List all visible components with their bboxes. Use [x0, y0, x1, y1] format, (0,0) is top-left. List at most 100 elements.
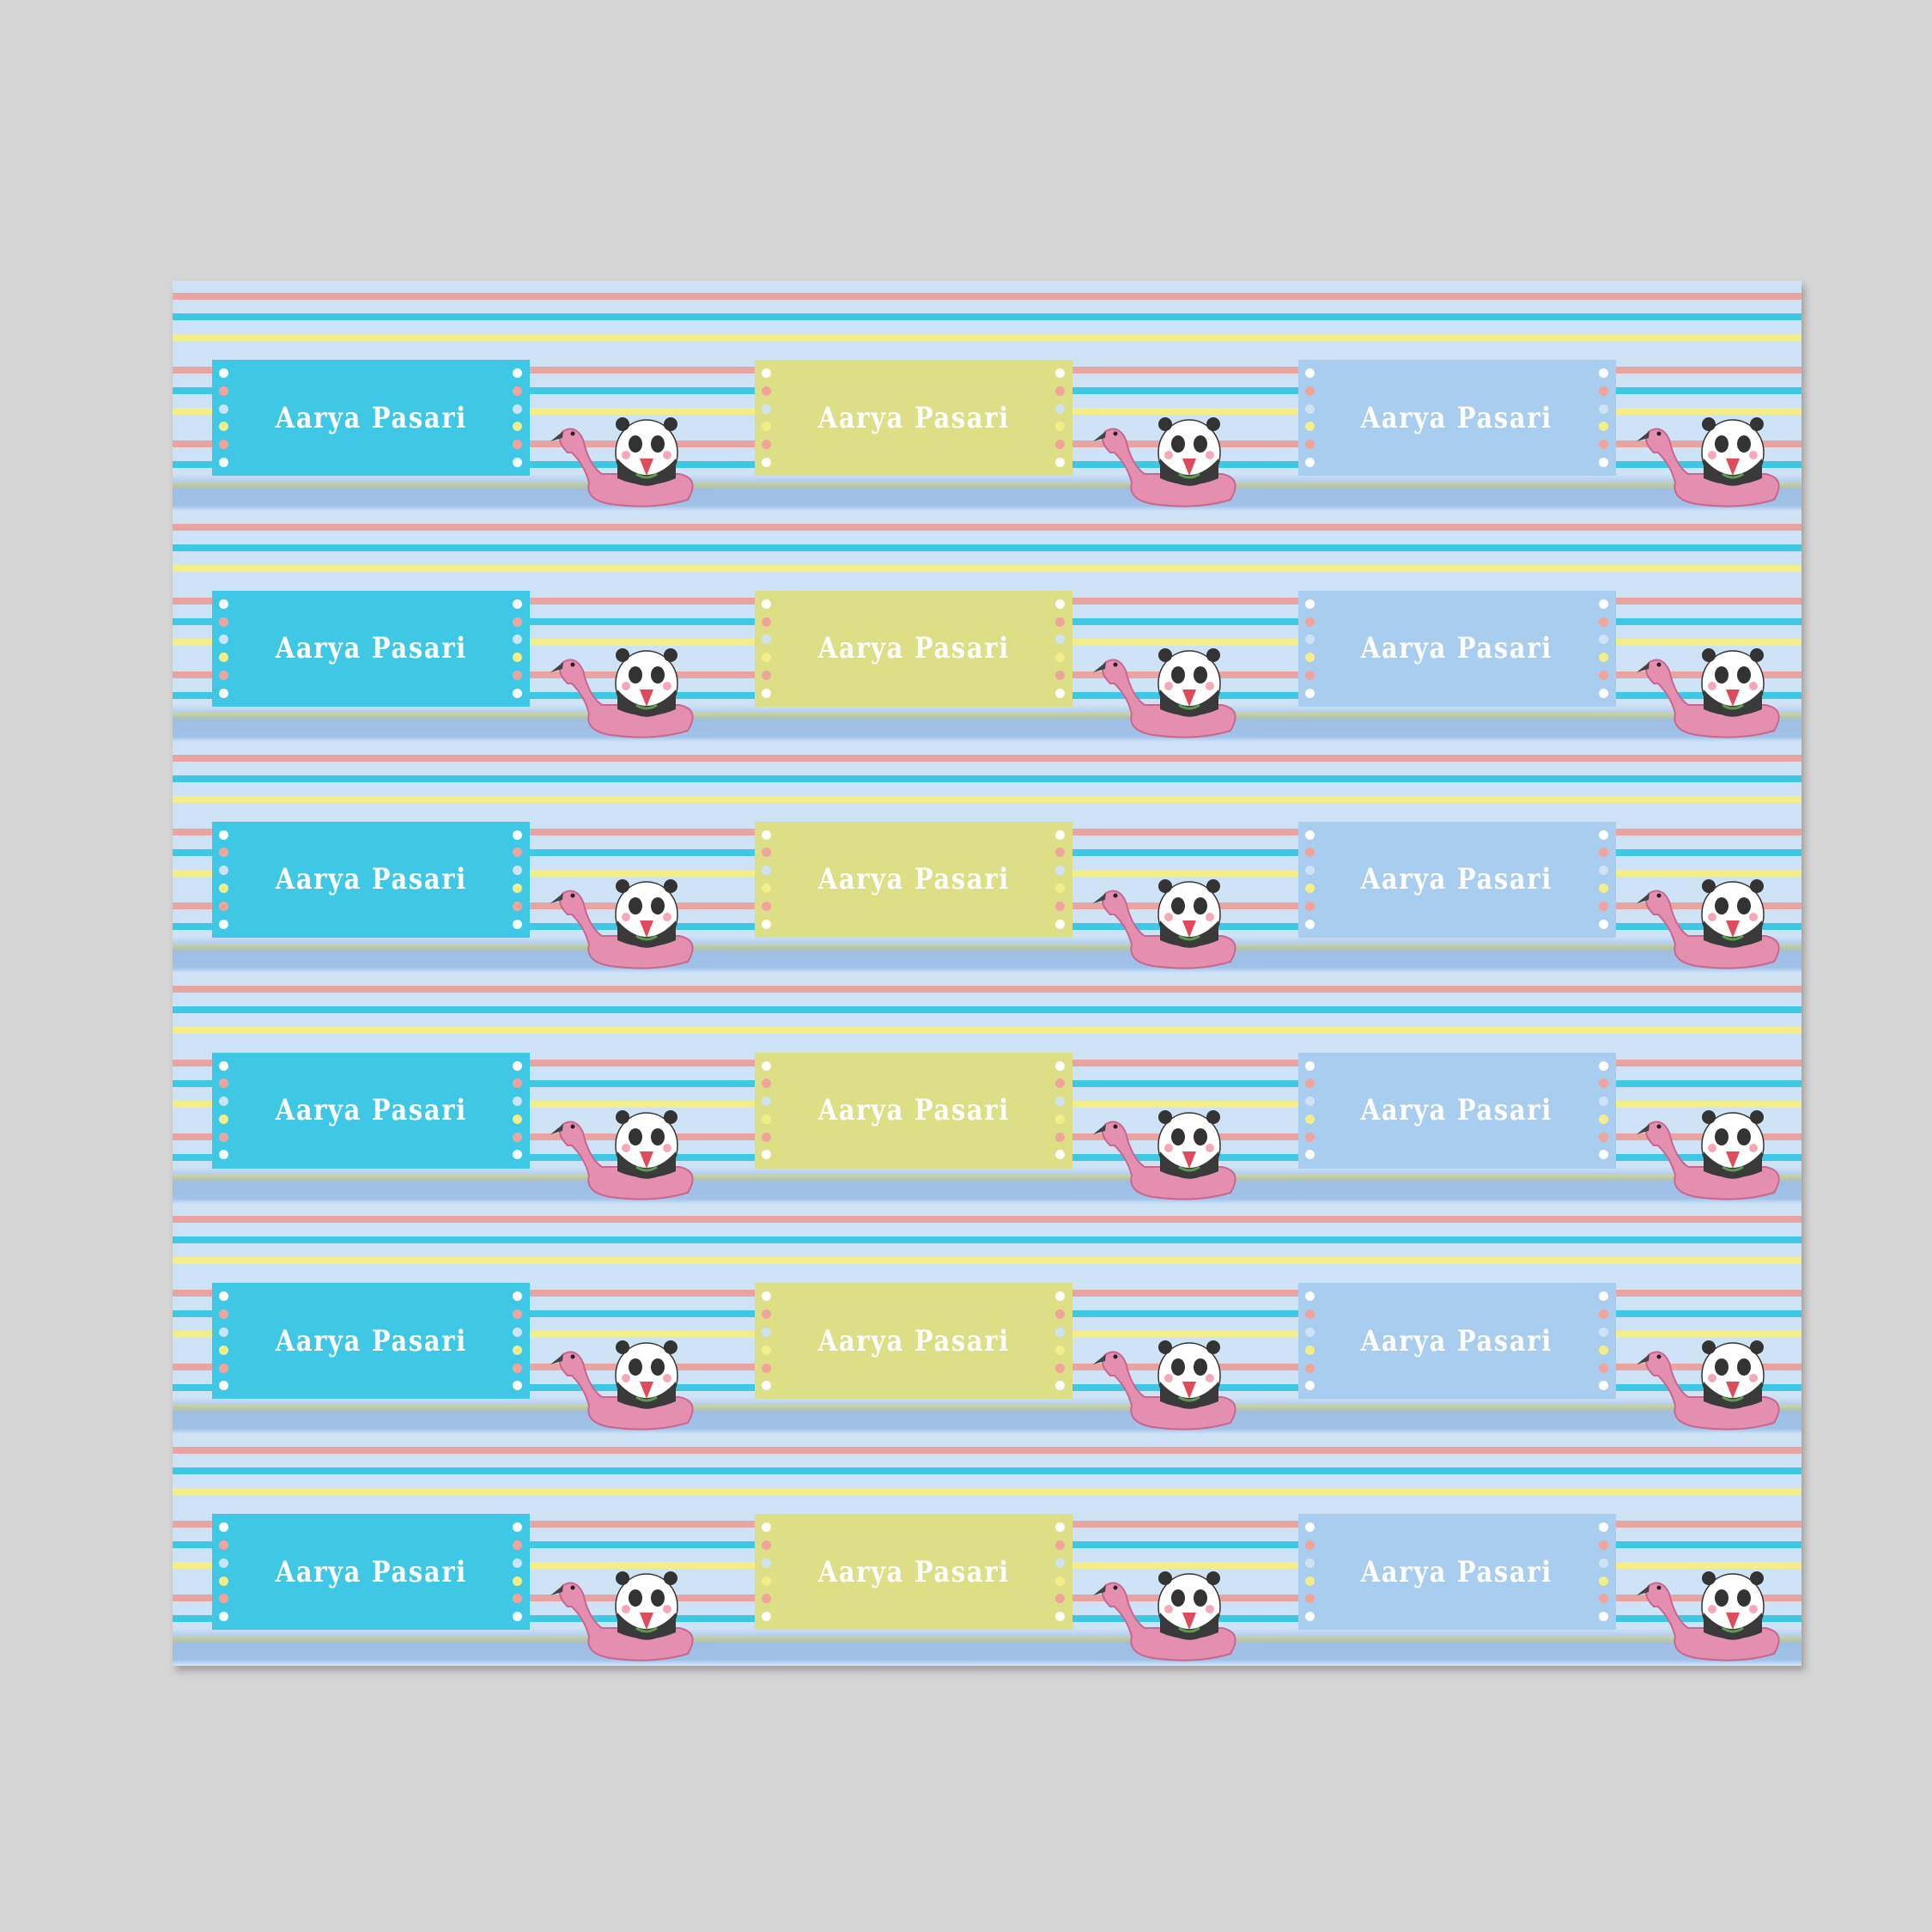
dot-column-decoration: [1304, 598, 1315, 698]
dot-icon: [1055, 1594, 1066, 1604]
name-box: Aarya Pasari: [212, 1283, 530, 1400]
label-name-text: Aarya Pasari: [275, 631, 467, 666]
label-name-text: Aarya Pasari: [275, 862, 467, 897]
dot-icon: [1055, 829, 1066, 840]
dot-icon: [762, 422, 772, 432]
dot-icon: [1055, 457, 1066, 467]
dot-icon: [1598, 457, 1608, 467]
label-name-text: Aarya Pasari: [1361, 631, 1553, 666]
dot-icon: [1304, 617, 1315, 627]
dot-icon: [1598, 1097, 1608, 1107]
dot-column-decoration: [1055, 1060, 1066, 1160]
dot-icon: [513, 671, 522, 681]
dot-icon: [762, 1540, 772, 1550]
dot-icon: [1055, 1078, 1066, 1089]
dot-icon: [513, 1291, 522, 1302]
dot-icon: [1055, 688, 1066, 698]
dot-column-decoration: [1304, 1522, 1315, 1622]
dot-column-decoration: [219, 1291, 229, 1391]
dot-icon: [219, 1327, 228, 1337]
dot-icon: [1055, 1309, 1066, 1320]
dot-icon: [219, 617, 228, 627]
dot-column-decoration: [1598, 598, 1609, 698]
dot-column-decoration: [762, 829, 772, 929]
name-box: Aarya Pasari: [755, 1283, 1073, 1400]
dot-icon: [1055, 440, 1066, 450]
dot-icon: [513, 1150, 522, 1160]
dot-icon: [513, 1594, 522, 1604]
name-label: Aarya Pasari: [715, 511, 1259, 743]
dot-icon: [513, 829, 522, 840]
dot-column-decoration: [1055, 1291, 1066, 1391]
dot-icon: [762, 1345, 772, 1355]
name-label: Aarya Pasari: [1258, 973, 1801, 1205]
dot-icon: [762, 635, 772, 645]
dot-column-decoration: [1055, 368, 1066, 467]
name-label: Aarya Pasari: [715, 281, 1259, 512]
name-label: Aarya Pasari: [173, 1204, 716, 1436]
dot-icon: [1598, 901, 1608, 911]
dot-icon: [1304, 1078, 1315, 1089]
dot-icon: [1304, 404, 1315, 414]
dot-icon: [219, 440, 228, 450]
dot-icon: [219, 1132, 228, 1142]
dot-icon: [219, 1114, 228, 1124]
panda-flamingo-icon: [1093, 1328, 1248, 1431]
dot-icon: [1598, 1132, 1608, 1142]
dot-icon: [513, 919, 522, 929]
dot-icon: [513, 1132, 522, 1142]
dot-icon: [1598, 866, 1608, 876]
dot-icon: [1055, 386, 1066, 396]
dot-icon: [513, 1522, 522, 1533]
dot-icon: [1598, 617, 1608, 627]
dot-icon: [219, 829, 228, 840]
dot-icon: [1055, 901, 1066, 911]
dot-icon: [1055, 1363, 1066, 1373]
dot-icon: [762, 1309, 772, 1320]
name-box: Aarya Pasari: [755, 590, 1073, 707]
panda-flamingo-icon: [1636, 867, 1791, 970]
dot-icon: [1598, 1291, 1608, 1302]
dot-column-decoration: [1598, 1291, 1609, 1391]
dot-icon: [1598, 598, 1608, 609]
name-box: Aarya Pasari: [755, 821, 1073, 938]
dot-icon: [219, 1522, 228, 1533]
name-label: Aarya Pasari: [173, 1435, 716, 1666]
dot-icon: [513, 884, 522, 894]
dot-icon: [219, 671, 228, 681]
name-box: Aarya Pasari: [755, 360, 1073, 476]
dot-icon: [219, 1345, 228, 1355]
dot-icon: [762, 1078, 772, 1089]
label-name-text: Aarya Pasari: [817, 1554, 1010, 1589]
dot-icon: [1304, 671, 1315, 681]
dot-icon: [1304, 1558, 1315, 1568]
name-box: Aarya Pasari: [212, 821, 530, 938]
dot-icon: [219, 1612, 228, 1622]
dot-icon: [1055, 1540, 1066, 1550]
dot-icon: [219, 1576, 228, 1586]
dot-icon: [1598, 884, 1608, 894]
name-box: Aarya Pasari: [1297, 1283, 1616, 1400]
dot-icon: [1055, 1114, 1066, 1124]
dot-icon: [513, 1114, 522, 1124]
dot-icon: [1304, 1363, 1315, 1373]
dot-icon: [513, 1363, 522, 1373]
dot-icon: [762, 1381, 772, 1391]
name-box: Aarya Pasari: [1297, 360, 1616, 476]
dot-icon: [1055, 1132, 1066, 1142]
dot-column-decoration: [762, 1060, 772, 1160]
dot-column-decoration: [219, 1060, 229, 1160]
name-box: Aarya Pasari: [1297, 590, 1616, 707]
label-name-text: Aarya Pasari: [1361, 1093, 1553, 1127]
dot-icon: [219, 635, 228, 645]
dot-icon: [1304, 635, 1315, 645]
dot-column-decoration: [1055, 1522, 1066, 1622]
name-label: Aarya Pasari: [173, 742, 716, 974]
name-box: Aarya Pasari: [1297, 1052, 1616, 1169]
name-box: Aarya Pasari: [755, 1514, 1073, 1631]
dot-icon: [1598, 1078, 1608, 1089]
dot-icon: [1055, 884, 1066, 894]
dot-icon: [762, 1132, 772, 1142]
dot-icon: [219, 404, 228, 414]
dot-icon: [219, 1363, 228, 1373]
